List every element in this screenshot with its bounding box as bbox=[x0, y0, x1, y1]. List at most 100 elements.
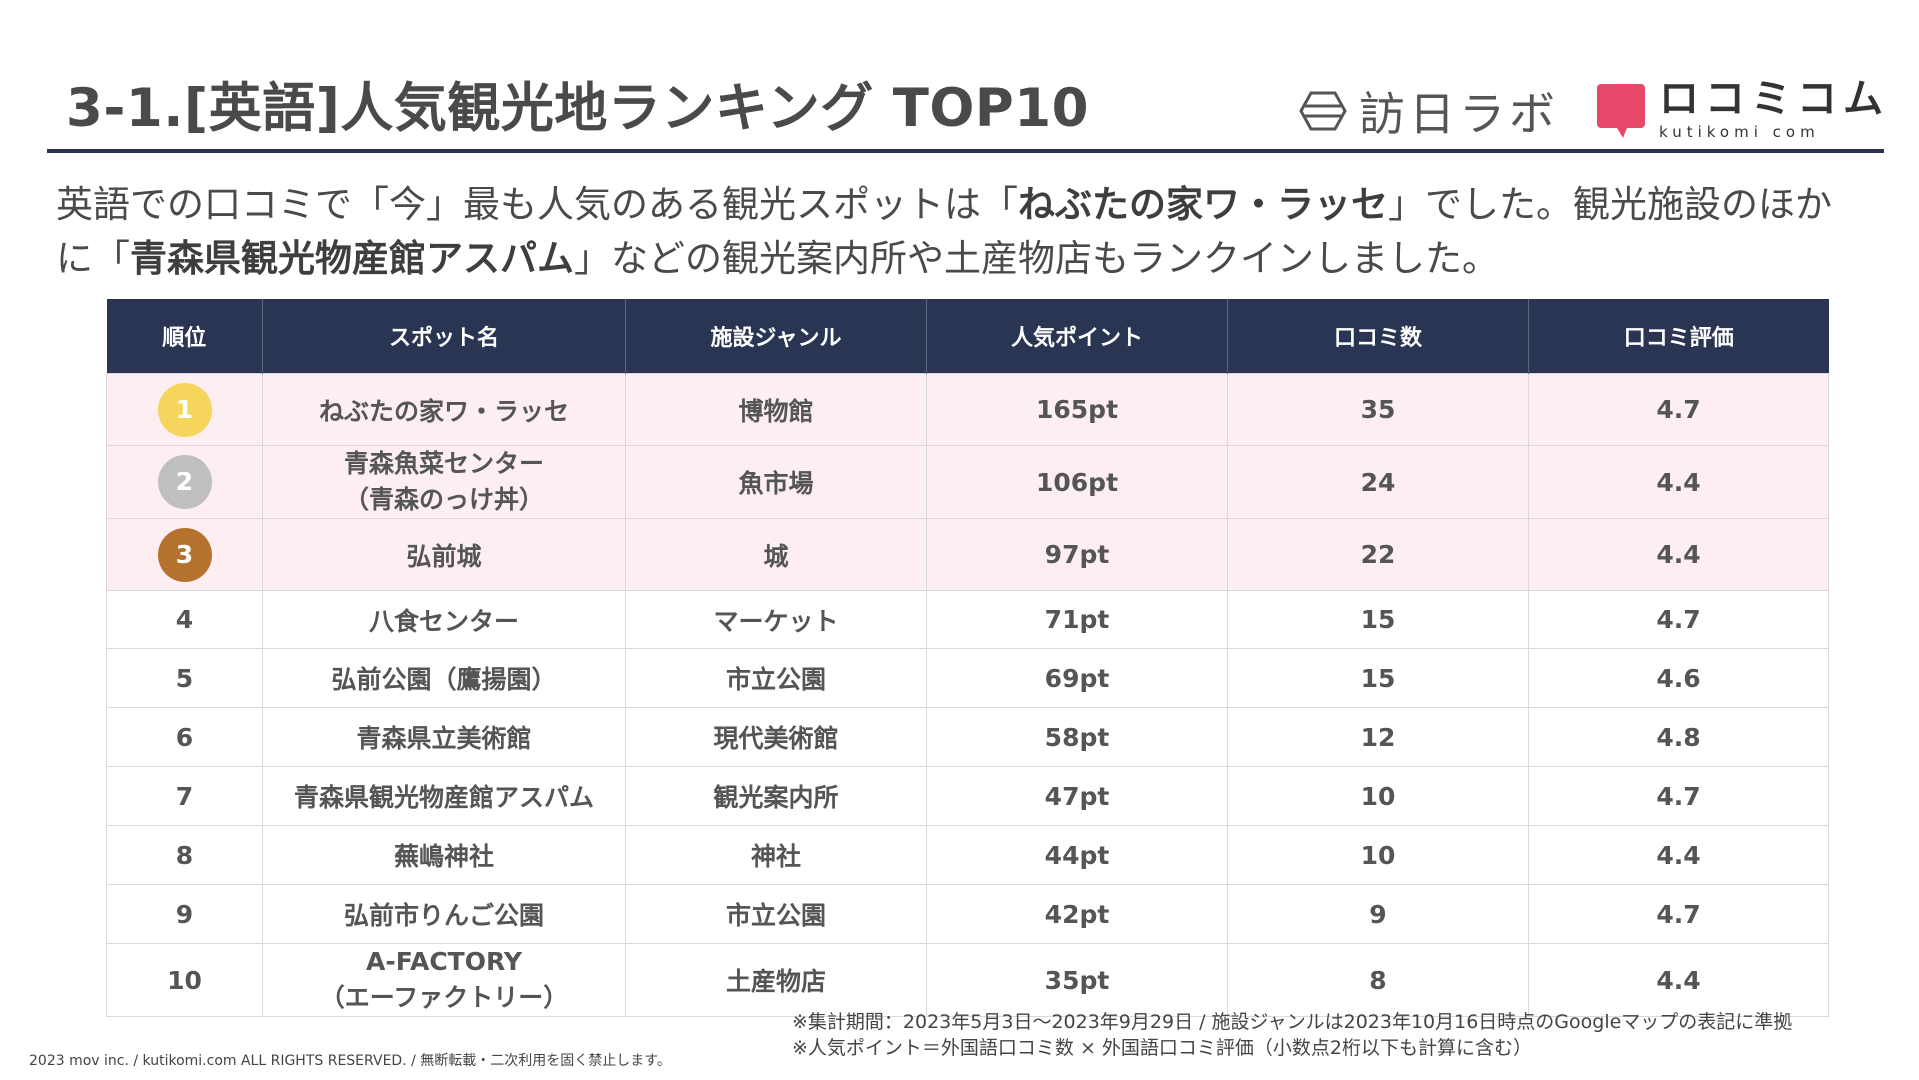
rating-cell: 4.7 bbox=[1528, 884, 1829, 944]
count-cell: 24 bbox=[1227, 445, 1529, 519]
houn-labo-logo: 訪日ラボ bbox=[1299, 78, 1559, 144]
rank-cell: 4 bbox=[106, 590, 263, 649]
table-row: 6 青森県立美術館 現代美術館 58pt 12 4.8 bbox=[106, 707, 1829, 767]
table-row: 8 蕪嶋神社 神社 44pt 10 4.4 bbox=[106, 825, 1829, 885]
rank-cell: 7 bbox=[106, 766, 263, 826]
intro-highlight-1: ねぶたの家ワ・ラッセ bbox=[1018, 183, 1388, 226]
rank-cell: 8 bbox=[106, 825, 263, 885]
bronze-medal-badge: 3 bbox=[157, 527, 212, 582]
rank-cell: 2 bbox=[106, 445, 263, 519]
rating-cell: 4.8 bbox=[1528, 707, 1829, 767]
intro-highlight-2: 青森県観光物産館アスパム bbox=[130, 237, 574, 280]
genre-cell: 市立公園 bbox=[625, 884, 927, 944]
points-cell: 58pt bbox=[926, 707, 1228, 767]
points-cell: 69pt bbox=[926, 648, 1228, 708]
header: 3-1.[英語]人気観光地ランキング TOP10 訪日ラボ ロコミコム kuti… bbox=[0, 0, 1919, 160]
footnote-period: ※集計期間：2023年5月3日〜2023年9月29日 / 施設ジャンルは2023… bbox=[792, 1011, 1793, 1033]
spot-name-line-1: A-FACTORY bbox=[366, 947, 522, 976]
table-row: 5 弘前公園（鷹揚園） 市立公園 69pt 15 4.6 bbox=[106, 648, 1829, 708]
points-cell: 47pt bbox=[926, 766, 1228, 826]
table-row: 1 ねぶたの家ワ・ラッセ 博物館 165pt 35 4.7 bbox=[106, 373, 1829, 446]
kutikomi-logo: ロコミコム kutikomi com bbox=[1597, 79, 1889, 143]
copyright-text: 2023 mov inc. / kutikomi.com ALL RIGHTS … bbox=[29, 1053, 671, 1069]
intro-part-2: 」でした。観光施設のほかに「 bbox=[56, 183, 1832, 280]
rating-cell: 4.7 bbox=[1528, 766, 1829, 826]
table-row: 3 弘前城 城 97pt 22 4.4 bbox=[106, 518, 1829, 591]
genre-cell: マーケット bbox=[625, 590, 927, 649]
count-cell: 10 bbox=[1227, 825, 1529, 885]
rank-cell: 1 bbox=[106, 373, 263, 446]
silver-medal-badge: 2 bbox=[157, 455, 212, 509]
rating-cell: 4.4 bbox=[1528, 825, 1829, 885]
page-title: 3-1.[英語]人気観光地ランキング TOP10 bbox=[66, 78, 1089, 139]
spot-name-cell: 青森県立美術館 bbox=[262, 707, 626, 767]
rating-cell: 4.4 bbox=[1528, 518, 1829, 591]
table-row: 10 A-FACTORY （エーファクトリー） 土産物店 35pt 8 4.4 bbox=[106, 943, 1829, 1017]
genre-cell: 土産物店 bbox=[625, 943, 927, 1017]
genre-cell: 市立公園 bbox=[625, 648, 927, 708]
spot-name-line-2: （青森のっけ丼） bbox=[343, 485, 544, 514]
spot-name-cell: 蕪嶋神社 bbox=[262, 825, 626, 885]
count-cell: 35 bbox=[1227, 373, 1529, 446]
genre-cell: 博物館 bbox=[625, 373, 927, 446]
count-cell: 15 bbox=[1227, 590, 1529, 649]
count-cell: 12 bbox=[1227, 707, 1529, 767]
genre-cell: 魚市場 bbox=[625, 445, 927, 519]
header-review-rating: 口コミ評価 bbox=[1528, 299, 1829, 374]
spot-name-cell: 青森魚菜センター （青森のっけ丼） bbox=[262, 445, 626, 519]
spot-name-cell: 弘前城 bbox=[262, 518, 626, 591]
spot-name-cell: 青森県観光物産館アスパム bbox=[262, 766, 626, 826]
rating-cell: 4.7 bbox=[1528, 373, 1829, 446]
points-cell: 97pt bbox=[926, 518, 1228, 591]
rating-cell: 4.7 bbox=[1528, 590, 1829, 649]
kutikomi-logo-sub: kutikomi com bbox=[1659, 123, 1820, 142]
header-rank: 順位 bbox=[106, 299, 263, 374]
count-cell: 9 bbox=[1227, 884, 1529, 944]
spot-name-line-2: （エーファクトリー） bbox=[319, 983, 569, 1012]
count-cell: 8 bbox=[1227, 943, 1529, 1017]
houn-labo-icon bbox=[1299, 91, 1347, 131]
header-spot-name: スポット名 bbox=[262, 299, 626, 374]
spot-name-cell: ねぶたの家ワ・ラッセ bbox=[262, 373, 626, 446]
spot-name-cell: A-FACTORY （エーファクトリー） bbox=[262, 943, 626, 1017]
rank-cell: 6 bbox=[106, 707, 263, 767]
spot-name-line-1: 青森魚菜センター bbox=[343, 449, 544, 478]
genre-cell: 観光案内所 bbox=[625, 766, 927, 826]
genre-cell: 神社 bbox=[625, 825, 927, 885]
genre-cell: 現代美術館 bbox=[625, 707, 927, 767]
table-row: 7 青森県観光物産館アスパム 観光案内所 47pt 10 4.7 bbox=[106, 766, 1829, 826]
footnote-formula: ※人気ポイント＝外国語口コミ数 × 外国語口コミ評価（小数点2桁以下も計算に含む… bbox=[792, 1037, 1533, 1059]
kutikomi-icon bbox=[1597, 84, 1645, 138]
rank-cell: 5 bbox=[106, 648, 263, 708]
table-row: 9 弘前市りんご公園 市立公園 42pt 9 4.7 bbox=[106, 884, 1829, 944]
points-cell: 165pt bbox=[926, 373, 1228, 446]
points-cell: 106pt bbox=[926, 445, 1228, 519]
header-divider bbox=[47, 149, 1884, 153]
rank-cell: 9 bbox=[106, 884, 263, 944]
table-row: 4 八食センター マーケット 71pt 15 4.7 bbox=[106, 590, 1829, 649]
count-cell: 10 bbox=[1227, 766, 1529, 826]
footnotes: ※集計期間：2023年5月3日〜2023年9月29日 / 施設ジャンルは2023… bbox=[792, 1009, 1792, 1061]
spot-name-cell: 八食センター bbox=[262, 590, 626, 649]
header-points: 人気ポイント bbox=[926, 299, 1228, 374]
rank-cell: 10 bbox=[106, 943, 263, 1017]
points-cell: 44pt bbox=[926, 825, 1228, 885]
count-cell: 22 bbox=[1227, 518, 1529, 591]
points-cell: 35pt bbox=[926, 943, 1228, 1017]
houn-labo-text: 訪日ラボ bbox=[1359, 87, 1559, 141]
points-cell: 42pt bbox=[926, 884, 1228, 944]
intro-part-3: 」などの観光案内所や土産物店もランクインしました。 bbox=[574, 237, 1499, 280]
rating-cell: 4.6 bbox=[1528, 648, 1829, 708]
table-header-row: 順位 スポット名 施設ジャンル 人気ポイント 口コミ数 口コミ評価 bbox=[106, 299, 1829, 374]
rank-cell: 3 bbox=[106, 518, 263, 591]
logos: 訪日ラボ ロコミコム kutikomi com bbox=[1299, 76, 1889, 146]
count-cell: 15 bbox=[1227, 648, 1529, 708]
rating-cell: 4.4 bbox=[1528, 445, 1829, 519]
spot-name-cell: 弘前市りんご公園 bbox=[262, 884, 626, 944]
gold-medal-badge: 1 bbox=[157, 382, 212, 437]
header-review-count: 口コミ数 bbox=[1227, 299, 1529, 374]
points-cell: 71pt bbox=[926, 590, 1228, 649]
intro-part-1: 英語での口コミで「今」最も人気のある観光スポットは「 bbox=[56, 183, 1018, 226]
rating-cell: 4.4 bbox=[1528, 943, 1829, 1017]
kutikomi-logo-main: ロコミコム bbox=[1659, 76, 1889, 123]
